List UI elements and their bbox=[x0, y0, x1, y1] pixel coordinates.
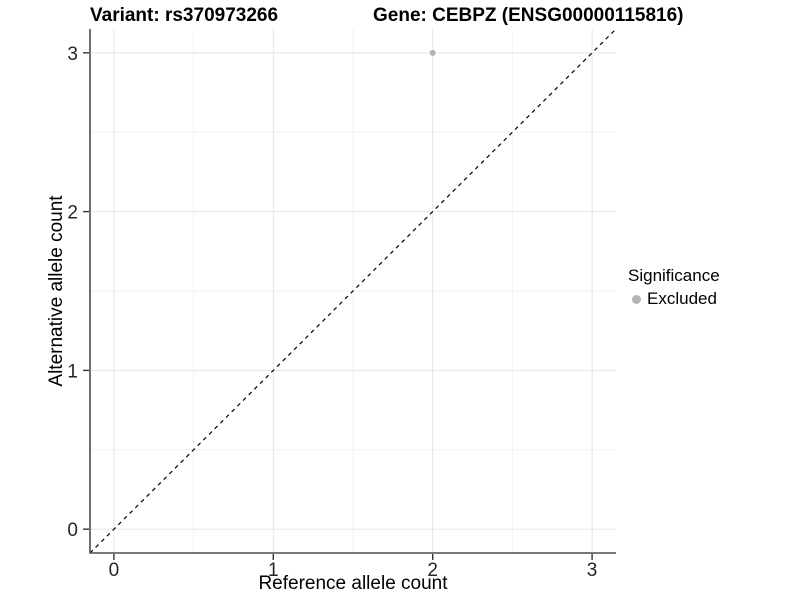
y-tick-label: 3 bbox=[67, 44, 78, 65]
legend-item-label: Excluded bbox=[647, 289, 717, 308]
legend-item-excluded: Excluded bbox=[628, 289, 720, 309]
legend: Significance Excluded bbox=[628, 266, 720, 309]
y-tick-label: 2 bbox=[67, 203, 78, 224]
x-tick-label: 0 bbox=[109, 560, 120, 581]
legend-title: Significance bbox=[628, 266, 720, 285]
axis-lines bbox=[89, 29, 616, 554]
plot-title-variant: Variant: rs370973266 bbox=[90, 5, 279, 26]
x-tick-label: 1 bbox=[268, 560, 279, 581]
plot-title-gene: Gene: CEBPZ (ENSG00000115816) bbox=[373, 5, 684, 26]
y-tick-label: 1 bbox=[67, 361, 78, 382]
data-point bbox=[429, 49, 436, 56]
y-axis-title: Alternative allele count bbox=[46, 195, 67, 387]
y-tick-label: 0 bbox=[67, 520, 78, 541]
x-tick-label: 2 bbox=[427, 560, 438, 581]
x-tick-label: 3 bbox=[587, 560, 598, 581]
identity-line bbox=[89, 28, 617, 554]
legend-point-icon bbox=[632, 294, 641, 304]
x-axis-title: Reference allele count bbox=[258, 573, 448, 594]
